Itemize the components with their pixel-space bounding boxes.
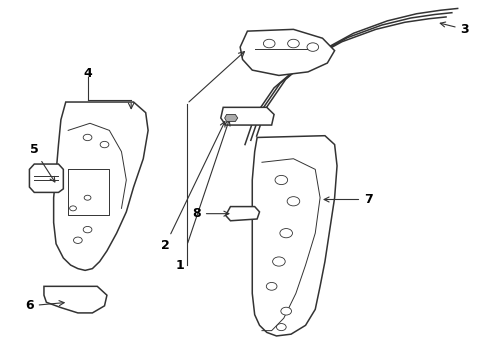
Circle shape — [83, 134, 92, 141]
Polygon shape — [240, 30, 335, 76]
Text: 5: 5 — [30, 143, 55, 182]
Polygon shape — [29, 164, 63, 192]
Polygon shape — [225, 207, 260, 221]
Text: 2: 2 — [161, 122, 225, 252]
Circle shape — [307, 43, 318, 51]
Circle shape — [267, 283, 277, 290]
Polygon shape — [224, 114, 238, 122]
Circle shape — [74, 237, 82, 243]
Circle shape — [100, 141, 109, 148]
Circle shape — [272, 257, 285, 266]
Circle shape — [83, 226, 92, 233]
Polygon shape — [44, 286, 107, 313]
Polygon shape — [53, 102, 148, 270]
Circle shape — [264, 39, 275, 48]
Circle shape — [281, 307, 292, 315]
Text: 1: 1 — [175, 258, 184, 271]
Circle shape — [280, 229, 293, 238]
Circle shape — [288, 39, 299, 48]
Text: 3: 3 — [440, 22, 469, 36]
Text: 8: 8 — [192, 207, 229, 220]
Polygon shape — [252, 136, 337, 336]
Circle shape — [276, 324, 286, 330]
Circle shape — [275, 175, 288, 185]
Circle shape — [70, 206, 76, 211]
Text: 4: 4 — [83, 67, 92, 80]
Text: 6: 6 — [25, 299, 64, 312]
Text: 7: 7 — [324, 193, 373, 206]
Circle shape — [84, 195, 91, 200]
Circle shape — [287, 197, 300, 206]
Polygon shape — [221, 107, 274, 125]
